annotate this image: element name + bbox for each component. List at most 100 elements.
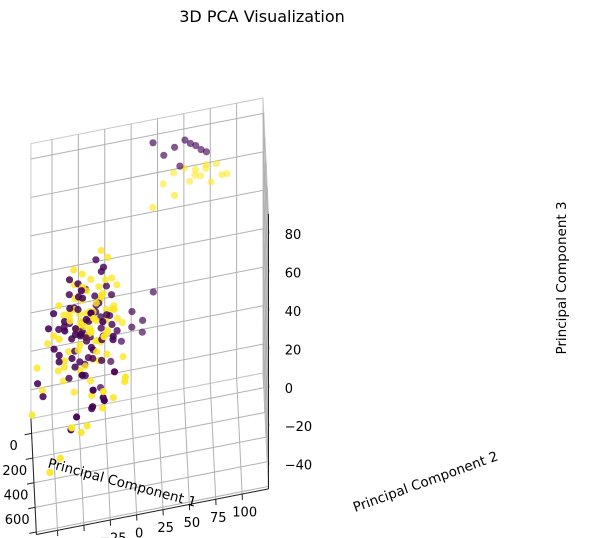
data-point-class-1 bbox=[99, 388, 107, 396]
data-point-class-1 bbox=[108, 274, 116, 282]
data-point-class-0 bbox=[78, 371, 86, 379]
z-grid-left bbox=[30, 151, 264, 198]
data-point-class-0 bbox=[128, 323, 136, 331]
data-point-class-0 bbox=[138, 328, 146, 336]
data-point-class-1 bbox=[191, 165, 200, 174]
data-point-class-0 bbox=[98, 356, 106, 364]
data-point-class-1 bbox=[149, 204, 157, 212]
data-point-class-1 bbox=[109, 394, 117, 402]
data-point-class-1 bbox=[60, 363, 68, 371]
data-point-class-1 bbox=[56, 454, 64, 462]
z-tick-label: 20 bbox=[285, 343, 302, 358]
data-point-class-0 bbox=[76, 358, 84, 366]
data-point-class-1 bbox=[97, 291, 106, 299]
data-point-class-0 bbox=[92, 256, 100, 264]
data-point-class-0 bbox=[139, 316, 147, 324]
data-point-class-1 bbox=[77, 317, 85, 325]
data-point-class-1 bbox=[212, 160, 220, 168]
data-point-class-0 bbox=[99, 263, 108, 271]
data-point-class-1 bbox=[55, 335, 63, 343]
data-point-class-1 bbox=[191, 171, 199, 179]
z-axis-label: Principal Component 3 bbox=[554, 201, 570, 354]
data-point-class-1 bbox=[44, 340, 52, 348]
data-point-class-0 bbox=[61, 327, 69, 335]
data-point-class-0 bbox=[89, 354, 97, 363]
y-grid-floor bbox=[77, 409, 85, 526]
data-point-class-1 bbox=[33, 364, 41, 372]
z-tick-label: 0 bbox=[285, 382, 293, 397]
data-point-class-0 bbox=[73, 413, 81, 421]
data-point-class-1 bbox=[170, 169, 178, 177]
y-tick-label: 0 bbox=[135, 526, 143, 538]
data-point-class-0 bbox=[197, 146, 205, 154]
data-point-class-1 bbox=[38, 387, 47, 395]
data-point-class-0 bbox=[74, 293, 83, 301]
data-point-class-1 bbox=[118, 319, 126, 327]
data-point-class-1 bbox=[78, 270, 86, 278]
data-point-class-1 bbox=[196, 172, 205, 180]
data-point-class-1 bbox=[119, 353, 127, 361]
x-grid-floor bbox=[32, 411, 265, 459]
data-point-class-1 bbox=[121, 373, 129, 381]
y-tick-label: 25 bbox=[157, 521, 174, 536]
y-grid-floor bbox=[104, 404, 111, 521]
tick-labels: 0200400600800−75−50−250255075100−40−2002… bbox=[2, 228, 312, 538]
data-point-class-1 bbox=[74, 346, 82, 354]
data-point-class-1 bbox=[65, 348, 73, 356]
z-grid-left bbox=[30, 189, 264, 237]
data-point-class-0 bbox=[50, 345, 58, 353]
z-tick-label: 40 bbox=[285, 305, 302, 320]
data-point-class-1 bbox=[97, 246, 105, 255]
data-point-class-0 bbox=[128, 308, 136, 316]
y-grid-floor bbox=[209, 383, 217, 500]
data-point-class-0 bbox=[60, 318, 69, 326]
data-point-class-0 bbox=[68, 354, 76, 363]
x-tick-label: 400 bbox=[4, 489, 29, 504]
y-grid-floor bbox=[236, 378, 243, 495]
y-axis-line bbox=[36, 488, 269, 535]
x-grid-floor bbox=[33, 436, 267, 484]
data-point-class-1 bbox=[186, 177, 194, 185]
z-grid-back bbox=[262, 305, 269, 422]
data-point-class-0 bbox=[87, 343, 95, 351]
data-point-class-1 bbox=[101, 276, 110, 284]
y-tick-label: 50 bbox=[184, 516, 201, 531]
y-axis-label: Principal Component 2 bbox=[351, 449, 500, 516]
data-point-class-1 bbox=[70, 388, 78, 396]
data-point-class-1 bbox=[87, 328, 95, 336]
x-tick-mark bbox=[26, 482, 35, 485]
data-point-class-1 bbox=[90, 314, 98, 323]
z-grid-back bbox=[262, 267, 269, 384]
x-axis-line bbox=[30, 418, 37, 535]
data-point-class-0 bbox=[102, 282, 110, 290]
x-tick-mark bbox=[24, 432, 32, 436]
data-point-class-1 bbox=[46, 468, 54, 477]
y-grid-floor bbox=[157, 393, 164, 510]
z-grid-back bbox=[262, 344, 269, 461]
data-point-class-0 bbox=[65, 276, 74, 284]
z-grid-left bbox=[30, 112, 264, 160]
x-grid-floor bbox=[31, 387, 264, 434]
data-point-class-0 bbox=[107, 357, 115, 365]
data-point-class-1 bbox=[83, 422, 91, 430]
y-grid-floor bbox=[51, 414, 58, 531]
y-tick-label: −25 bbox=[99, 532, 126, 538]
data-point-class-0 bbox=[72, 325, 80, 333]
data-point-class-1 bbox=[68, 424, 76, 432]
data-point-class-1 bbox=[102, 305, 110, 313]
data-point-class-0 bbox=[113, 327, 121, 335]
data-point-class-1 bbox=[66, 317, 74, 325]
data-point-class-0 bbox=[55, 325, 63, 334]
data-point-class-0 bbox=[65, 374, 73, 382]
data-point-class-0 bbox=[91, 292, 99, 300]
data-point-class-0 bbox=[149, 139, 157, 147]
data-point-class-0 bbox=[149, 288, 157, 296]
data-point-class-0 bbox=[97, 324, 105, 332]
y-grid-floor bbox=[130, 398, 138, 515]
data-point-class-0 bbox=[44, 325, 53, 333]
z-tick-label: −20 bbox=[285, 420, 312, 435]
z-grid-left bbox=[30, 228, 264, 275]
z-grid-back bbox=[262, 151, 269, 268]
data-point-class-0 bbox=[65, 291, 73, 299]
data-point-class-0 bbox=[55, 351, 63, 359]
